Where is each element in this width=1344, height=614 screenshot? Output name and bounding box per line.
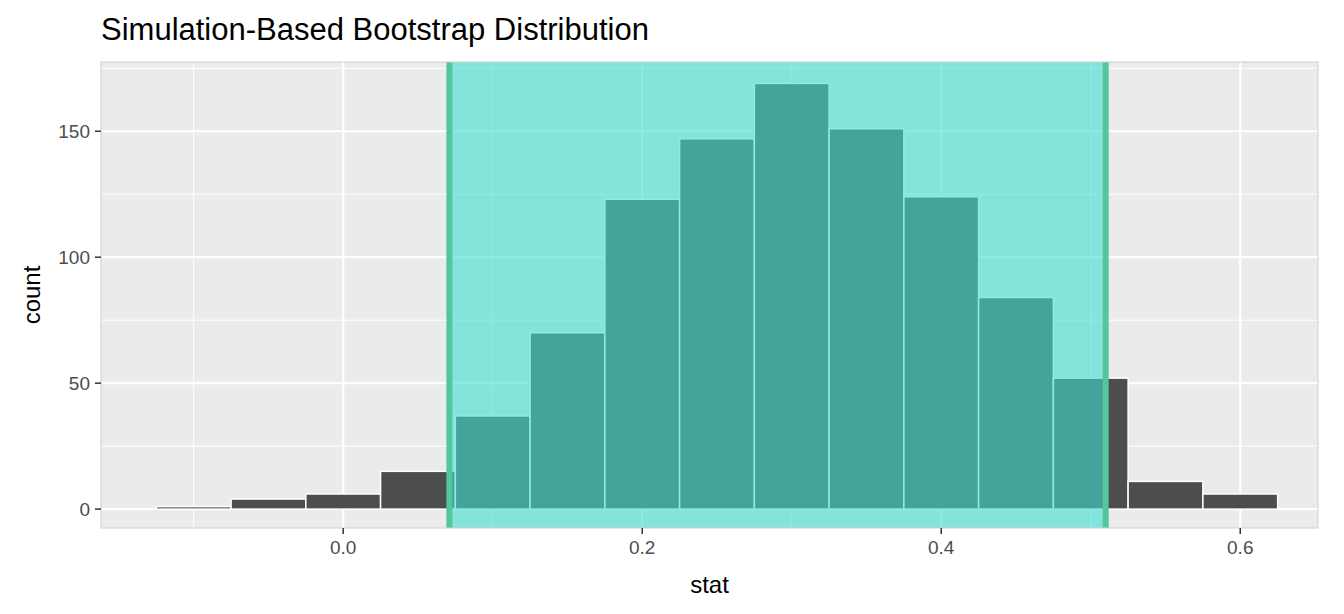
tick-y [95, 508, 101, 510]
x-axis-label: stat [690, 571, 729, 598]
ci-endpoint [446, 62, 452, 528]
tick-label-x: 0.0 [330, 537, 356, 558]
histogram-bar [1128, 481, 1203, 509]
panel-frame [101, 62, 1318, 528]
tick-y [95, 256, 101, 258]
chart: 0.0 0.2 0.4 0.6 0 50 100 150 Simulation-Based Bo… [0, 0, 1344, 614]
tick-label-y: 0 [79, 499, 90, 520]
histogram-bar [156, 507, 231, 510]
tick-x [342, 528, 344, 534]
y-axis-label: count [18, 265, 45, 324]
tick-label-x: 0.4 [928, 537, 955, 558]
ci-shade [449, 62, 1105, 528]
tick-label-y: 150 [58, 121, 90, 142]
tick-x [940, 528, 942, 534]
plot-area [156, 62, 1277, 528]
tick-y [95, 131, 101, 133]
title: Simulation-Based Bootstrap Distribution [101, 12, 649, 47]
histogram-bar [1203, 494, 1278, 509]
histogram-bar [306, 494, 381, 509]
histogram-bar [231, 499, 306, 509]
tick-label-y: 100 [58, 247, 90, 268]
tick-x [1240, 528, 1242, 534]
tick-label-x: 0.6 [1227, 537, 1253, 558]
tick-label-y: 50 [69, 373, 90, 394]
tick-label-x: 0.2 [629, 537, 655, 558]
histogram-bar [381, 471, 456, 509]
ci-endpoint [1103, 62, 1109, 528]
tick-y [95, 382, 101, 384]
panel [101, 62, 1318, 528]
tick-x [641, 528, 643, 534]
